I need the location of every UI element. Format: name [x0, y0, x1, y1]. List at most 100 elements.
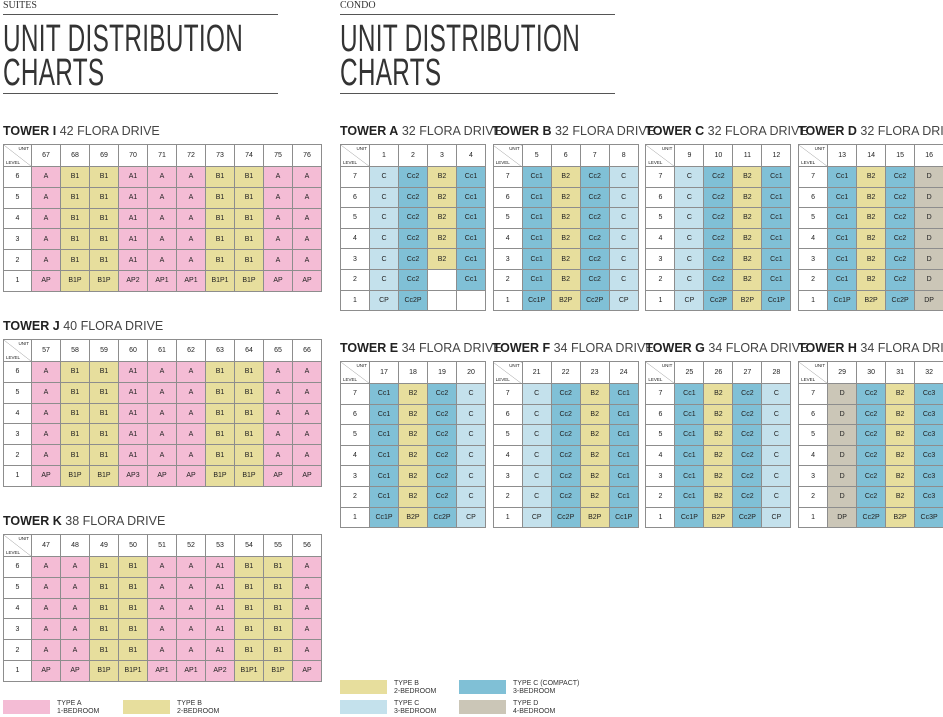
- unit-cell: A: [31, 639, 61, 661]
- header-row: UNIT LEVEL 9 10 11 12: [645, 144, 792, 167]
- level-number: 2: [645, 485, 676, 508]
- unit-cell: B2: [856, 166, 887, 188]
- unit-cell: Cc1: [369, 383, 399, 405]
- corner-cell: UNIT LEVEL: [492, 144, 523, 167]
- unit-cell: B1: [234, 444, 264, 466]
- unit-number: 53: [205, 534, 235, 557]
- unit-cell: A: [176, 597, 206, 620]
- unit-cell: B2: [427, 186, 457, 209]
- unit-cell: Cc2: [550, 403, 581, 426]
- unit-cell: A: [31, 618, 61, 641]
- unit-number: 4: [456, 144, 486, 167]
- unit-number: 65: [263, 339, 293, 362]
- level-row: 2 A B1 B1 A1 A A B1 B1 A A: [3, 249, 322, 271]
- unit-number: 62: [176, 339, 206, 362]
- corner-cell: UNIT LEVEL: [340, 361, 370, 384]
- unit-cell: Cc2: [550, 444, 581, 467]
- corner-cell: UNIT LEVEL: [3, 339, 32, 362]
- unit-cell: Cc1P: [369, 506, 399, 529]
- level-number: 3: [492, 465, 523, 487]
- unit-number: 26: [703, 361, 734, 384]
- unit-cell: Cc1: [369, 485, 399, 508]
- unit-cell: AP: [60, 659, 90, 682]
- unit-cell: B2: [427, 207, 457, 229]
- legend-desc: 4-BEDROOM: [513, 708, 556, 715]
- level-row: 4 C Cc2 B2 Cc1: [645, 227, 792, 250]
- level-row: 3 Cc1 B2 Cc2 C: [492, 248, 639, 270]
- unit-number: 63: [205, 339, 235, 362]
- unit-cell: Cc2: [856, 485, 887, 508]
- unit-number: 17: [369, 361, 399, 384]
- unit-cell: B1P: [60, 464, 90, 487]
- level-row: 5 A B1 B1 A1 A A B1 B1 A A: [3, 381, 322, 404]
- unit-cell: AP: [292, 659, 322, 682]
- level-row: 7 C Cc2 B2 Cc1: [340, 166, 486, 188]
- unit-cell: A: [176, 576, 206, 599]
- unit-cell: B1: [205, 249, 235, 271]
- unit-cell: DP: [914, 289, 943, 312]
- unit-cell: AP: [31, 464, 61, 487]
- unit-cell: CP: [761, 506, 792, 529]
- header-row: UNIT LEVEL 67 68 69 70 71 72 73 74 75 76: [3, 144, 322, 167]
- unit-number: 69: [89, 144, 119, 167]
- level-number: 5: [3, 381, 32, 404]
- unit-number: 30: [856, 361, 887, 384]
- level-number: 6: [645, 186, 676, 209]
- unit-cell: Cc1: [369, 465, 399, 487]
- tower-name: TOWER J: [3, 319, 60, 333]
- unit-cell: AP: [147, 464, 177, 487]
- unit-cell: C: [521, 465, 552, 487]
- level-number: 6: [798, 186, 829, 209]
- unit-cell: B1P: [60, 269, 90, 292]
- unit-cell: B1: [234, 402, 264, 425]
- unit-cell: A: [263, 423, 293, 446]
- unit-number: 51: [147, 534, 177, 557]
- unit-cell: B1: [60, 228, 90, 251]
- unit-cell: A: [176, 618, 206, 641]
- tower-address: 34 FLORA DRIVE: [401, 341, 502, 355]
- level-row: 6 Cc1 B2 Cc2 C: [492, 186, 639, 209]
- unit-cell: Cc2: [550, 383, 581, 405]
- unit-cell: C: [674, 248, 705, 270]
- unit-cell: B1: [234, 381, 264, 404]
- unit-cell: Cc1: [521, 227, 552, 250]
- unit-cell: B2: [550, 186, 581, 209]
- unit-cell: Cc1: [827, 227, 858, 250]
- corner-level: LEVEL: [6, 550, 21, 555]
- unit-cell: CP: [674, 289, 705, 312]
- level-number: 2: [492, 485, 523, 508]
- unit-number: 56: [292, 534, 322, 557]
- unit-cell: C: [456, 444, 486, 467]
- unit-cell: A: [292, 249, 322, 271]
- level-number: 2: [798, 268, 829, 291]
- level-row: 3 Cc1 B2 Cc2 D: [798, 248, 943, 270]
- level-number: 2: [3, 249, 32, 271]
- legend-text: TYPE C (COMPACT) 3-BEDROOM: [513, 680, 579, 696]
- unit-cell: C: [608, 248, 639, 270]
- level-row: 3 A A B1 B1 A A A1 B1 B1 A: [3, 618, 322, 641]
- unit-cell: C: [521, 424, 552, 446]
- corner-cell: UNIT LEVEL: [798, 144, 829, 167]
- unit-cell: A: [176, 228, 206, 251]
- unit-number: 10: [703, 144, 734, 167]
- level-row: 6 Cc1 B2 Cc2 C: [340, 403, 486, 426]
- unit-cell: B1P: [89, 269, 119, 292]
- tower-name: TOWER H: [798, 341, 857, 355]
- unit-cell: B2: [732, 166, 763, 188]
- level-number: 6: [340, 403, 370, 426]
- unit-cell: A: [147, 361, 177, 383]
- level-number: 4: [798, 444, 829, 467]
- unit-cell: B1P: [263, 659, 293, 682]
- unit-cell: Cc2: [398, 166, 428, 188]
- unit-cell: CP: [608, 289, 639, 312]
- unit-cell: A: [176, 639, 206, 661]
- unit-table: UNIT LEVEL 9 10 11 12 7 C Cc2 B2 Cc1 6 C Cc2 B2 Cc1 5 C Cc…: [645, 144, 792, 312]
- unit-cell: B1: [89, 556, 119, 578]
- unit-cell: C: [674, 186, 705, 209]
- tower-address: 42 FLORA DRIVE: [59, 124, 160, 138]
- rule: [3, 93, 278, 94]
- unit-cell: Cc1: [456, 166, 486, 188]
- unit-cell: A: [292, 166, 322, 188]
- unit-cell: Cc1: [761, 186, 792, 209]
- level-row: 1 DP Cc2P B2P Cc3P: [798, 506, 943, 529]
